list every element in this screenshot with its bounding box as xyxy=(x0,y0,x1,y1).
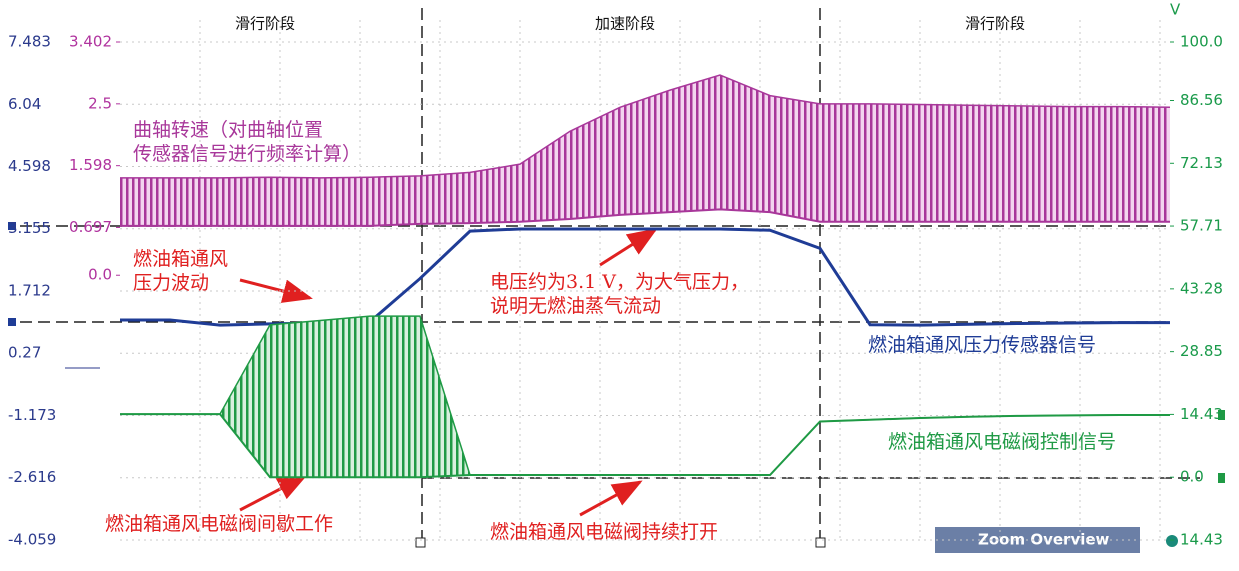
y-tick-label: 14.43 xyxy=(1180,405,1223,423)
y-tick-label: 1.598 xyxy=(69,156,112,174)
y-tick-label: 1.712 xyxy=(8,282,51,300)
y-tick-label: 43.28 xyxy=(1180,279,1223,297)
y-tick-label: 0.0 xyxy=(88,266,112,284)
y-tick-label: -2.616 xyxy=(8,468,56,486)
signal-low xyxy=(120,208,1170,227)
signal-band xyxy=(120,316,1170,478)
series-label: 曲轴转速（对曲轴位置 传感器信号进行频率计算） xyxy=(133,119,362,165)
phase-label: 滑行阶段 xyxy=(965,15,1025,33)
y-tick-label: 3.402 xyxy=(69,33,112,51)
signal-band xyxy=(120,75,1170,226)
y-tick-label: 7.483 xyxy=(8,33,51,51)
y-tick-label: -4.059 xyxy=(8,531,56,549)
y-tick-label: 0.697 xyxy=(69,218,112,236)
arrows xyxy=(239,228,658,517)
series-label: 燃油箱通风电磁阀控制信号 xyxy=(888,431,1117,453)
y-tick-label: 57.71 xyxy=(1180,217,1223,235)
y-tick-label: 3.155 xyxy=(8,219,51,237)
y-tick-label: 28.85 xyxy=(1180,342,1223,360)
y-tick-label: 14.43 xyxy=(1180,531,1223,549)
y-tick-label: 0.0 xyxy=(1180,468,1204,486)
signal-line xyxy=(120,315,1170,476)
annotation: 燃油箱通风电磁阀间歇工作 xyxy=(105,513,334,535)
y-tick-label: 0.27 xyxy=(8,344,41,362)
y-tick-label: 6.04 xyxy=(8,95,41,113)
signal-line xyxy=(120,74,1171,179)
y-tick-label: 100.0 xyxy=(1180,33,1223,51)
series-label: 燃油箱通风压力传感器信号 xyxy=(868,334,1097,356)
y-tick-label: 2.5 xyxy=(88,94,112,112)
widget-title[interactable]: Zoom Overview xyxy=(978,531,1110,549)
annotation: 燃油箱通风电磁阀持续打开 xyxy=(490,521,719,543)
unit-label: V xyxy=(1170,1,1181,19)
y-tick-label: 86.56 xyxy=(1180,91,1223,109)
phase-label: 滑行阶段 xyxy=(235,15,295,33)
phase-label: 加速阶段 xyxy=(595,15,655,33)
y-tick-label: 4.598 xyxy=(8,157,51,175)
annotation: 电压约为3.1 V，为大气压力， 说明无燃油蒸气流动 xyxy=(490,271,749,317)
y-tick-label: 72.13 xyxy=(1180,154,1223,172)
y-tick-label: -1.173 xyxy=(8,406,56,424)
annotation: 燃油箱通风 压力波动 xyxy=(133,248,229,294)
